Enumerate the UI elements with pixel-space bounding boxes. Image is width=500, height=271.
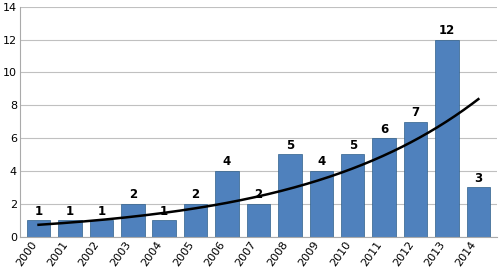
- Text: 2: 2: [128, 188, 137, 201]
- Bar: [278, 154, 301, 237]
- Text: 3: 3: [474, 172, 482, 185]
- Text: 12: 12: [439, 24, 455, 37]
- Text: 4: 4: [223, 156, 231, 169]
- Text: 2: 2: [192, 188, 200, 201]
- Text: 5: 5: [286, 139, 294, 152]
- Bar: [466, 187, 490, 237]
- Bar: [341, 154, 364, 237]
- Bar: [372, 138, 396, 237]
- Text: 5: 5: [348, 139, 357, 152]
- Text: 1: 1: [34, 205, 42, 218]
- Text: 6: 6: [380, 122, 388, 136]
- Text: 7: 7: [412, 106, 420, 119]
- Bar: [121, 204, 144, 237]
- Bar: [184, 204, 208, 237]
- Bar: [310, 171, 333, 237]
- Bar: [58, 220, 82, 237]
- Text: 1: 1: [66, 205, 74, 218]
- Bar: [216, 171, 239, 237]
- Text: 4: 4: [317, 156, 326, 169]
- Bar: [435, 40, 458, 237]
- Text: 1: 1: [98, 205, 106, 218]
- Bar: [26, 220, 50, 237]
- Bar: [404, 122, 427, 237]
- Text: 1: 1: [160, 205, 168, 218]
- Bar: [246, 204, 270, 237]
- Bar: [90, 220, 113, 237]
- Text: 2: 2: [254, 188, 262, 201]
- Bar: [152, 220, 176, 237]
